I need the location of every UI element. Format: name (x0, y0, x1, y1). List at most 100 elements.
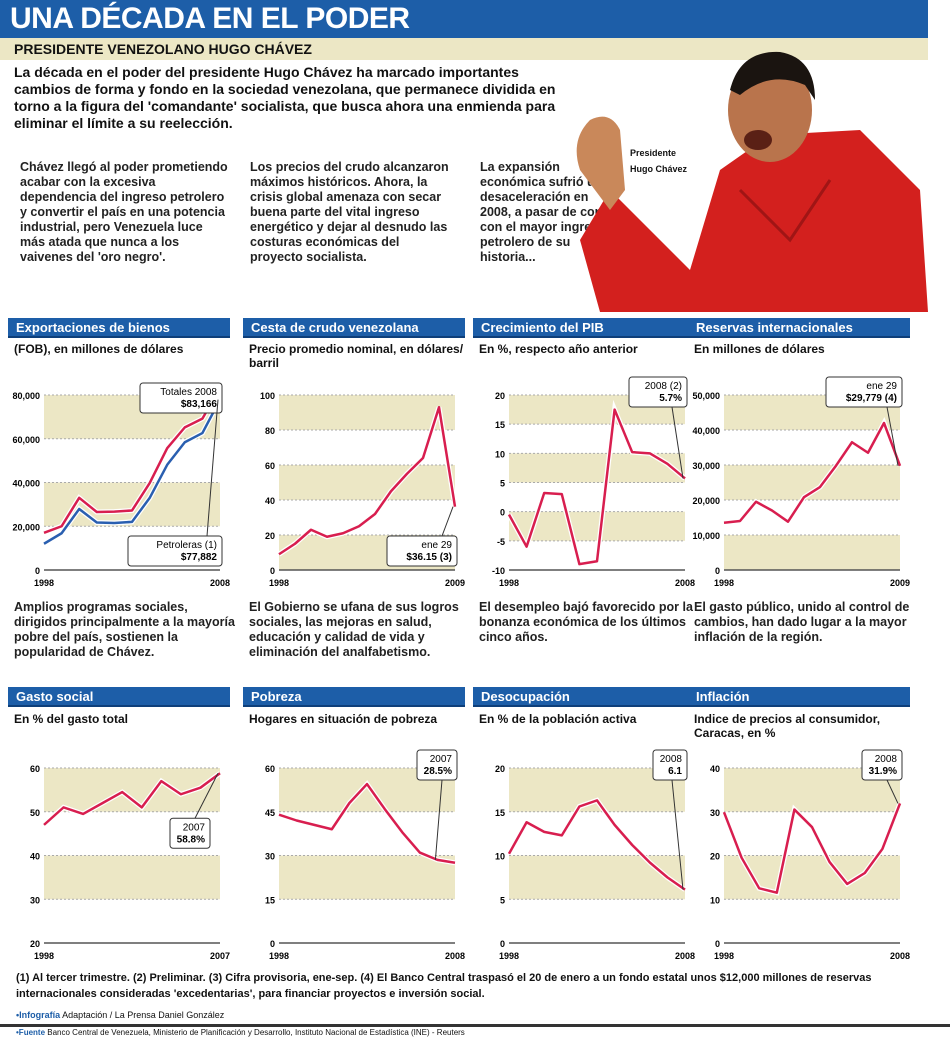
callout-box (169, 817, 211, 849)
photo-caption-2: Hugo Chávez (630, 164, 688, 174)
credit-text: Adaptación / La Prensa Daniel González (62, 1010, 225, 1020)
series-line (507, 799, 686, 891)
callout-box (127, 535, 223, 567)
chart-subtitle: (FOB), en millones de dólares (14, 342, 184, 356)
chart-title: Gasto social (8, 687, 230, 707)
x-tick-label: 2007 (210, 951, 230, 961)
callout-text: 31.9% (869, 766, 897, 777)
y-tick-label: 20,000 (692, 496, 720, 506)
y-tick-label: 0 (500, 508, 505, 518)
chart-description: El Gobierno se ufana de sus logros socia… (249, 600, 459, 659)
x-tick-label: 2008 (890, 951, 910, 961)
y-tick-label: 40,000 (12, 479, 40, 489)
y-tick-label: 10 (710, 895, 720, 905)
y-tick-label: 5 (500, 479, 505, 489)
grid-band (44, 855, 220, 900)
x-tick-label: 2008 (675, 951, 695, 961)
grid-band (279, 395, 455, 430)
grid-band (279, 855, 455, 900)
y-tick-label: 50 (30, 808, 40, 818)
callout-box (139, 382, 223, 414)
callout-leader (886, 779, 899, 804)
y-tick-label: 0 (715, 566, 720, 576)
x-tick-label: 2008 (445, 951, 465, 961)
callout-text: 2008 (660, 754, 683, 765)
page-title: UNA DÉCADA EN EL PODER (0, 0, 928, 38)
chart-subtitle: Indice de precios al consumidor, Caracas… (694, 712, 881, 740)
y-tick-label: -10 (492, 566, 505, 576)
y-tick-label: 5 (500, 895, 505, 905)
x-tick-label: 1998 (34, 951, 54, 961)
y-tick-label: 0 (715, 939, 720, 949)
y-tick-label: 15 (495, 808, 505, 818)
series-line (43, 387, 222, 534)
x-tick-label: 1998 (499, 578, 519, 588)
callout-text: 2007 (430, 754, 453, 765)
intro-text: La década en el poder del presidente Hug… (14, 64, 556, 131)
callout-text: $36.15 (3) (406, 552, 452, 563)
chart-title: Cesta de crudo venezolana (243, 318, 465, 338)
grid-band (279, 465, 455, 500)
y-tick-label: 0 (35, 566, 40, 576)
source: •Fuente Banco Central de Venezuela, Mini… (16, 1028, 465, 1037)
y-tick-label: 30 (710, 808, 720, 818)
series-line (278, 782, 456, 865)
x-tick-label: 1998 (714, 951, 734, 961)
x-tick-label: 2008 (210, 578, 230, 588)
y-tick-label: 0 (500, 939, 505, 949)
x-tick-label: 1998 (34, 578, 54, 588)
callout-text: $29,779 (4) (846, 393, 897, 404)
y-tick-label: 100 (260, 391, 275, 401)
y-tick-label: 45 (265, 808, 275, 818)
x-tick-label: 2008 (675, 578, 695, 588)
callout-leader (194, 773, 219, 819)
series-line (278, 406, 457, 556)
chavez-photo: Presidente Hugo Chávez (570, 40, 928, 312)
y-tick-label: 40 (30, 852, 40, 862)
column-text-1: Chávez llegó al poder prometiendo acabar… (20, 160, 228, 264)
callout-leader (671, 406, 684, 479)
line-chart: 0 20,000 40,000 60,000 80,000 1998 2008 Totales… (12, 382, 230, 588)
credit: •Infografía Adaptación / La Prensa Danie… (16, 1010, 224, 1020)
line-chart: 0 10,000 20,000 30,000 40,000 50,000 1998 2009 e… (692, 376, 910, 588)
callout-text: 2008 (2) (645, 381, 682, 392)
y-tick-label: 40 (265, 496, 275, 506)
callout-text: 5.7% (659, 393, 682, 404)
y-tick-label: 20 (30, 939, 40, 949)
callout-text: 28.5% (424, 766, 452, 777)
y-tick-label: 80 (265, 426, 275, 436)
x-tick-label: 1998 (269, 578, 289, 588)
grid-band (509, 855, 685, 900)
chart-title: Crecimiento del PIB (473, 318, 695, 338)
y-tick-label: 30,000 (692, 461, 720, 471)
chart-description: El gasto público, unido al control de ca… (694, 600, 910, 644)
y-tick-label: 15 (265, 895, 275, 905)
y-tick-label: 60,000 (12, 435, 40, 445)
callout-leader (671, 779, 684, 890)
y-tick-label: 80,000 (12, 391, 40, 401)
callout-box (652, 749, 688, 781)
callout-text: $77,882 (181, 552, 218, 563)
divider (0, 1024, 950, 1027)
y-tick-label: 0 (270, 566, 275, 576)
callout-leader (434, 779, 443, 860)
source-label: •Fuente (16, 1028, 46, 1037)
x-tick-label: 2009 (890, 578, 910, 588)
callout-box (861, 749, 903, 781)
y-tick-label: -5 (497, 537, 505, 547)
chart-title: Pobreza (243, 687, 465, 707)
page-subtitle: PRESIDENTE VENEZOLANO HUGO CHÁVEZ (0, 38, 928, 60)
callout-leader (886, 406, 899, 466)
callout-text: $83,166 (181, 399, 218, 410)
callout-box (386, 535, 458, 567)
line-chart: -10 -5 0 5 10 15 20 1998 2008 2008 (2)5.7% (492, 376, 695, 588)
y-tick-label: 60 (265, 461, 275, 471)
y-tick-label: 20,000 (12, 522, 40, 532)
callout-text: ene 29 (421, 540, 452, 551)
callout-text: ene 29 (866, 381, 897, 392)
y-tick-label: 40,000 (692, 426, 720, 436)
chart-description: Amplios programas sociales, dirigidos pr… (14, 600, 235, 659)
credit-label: •Infografía (16, 1010, 61, 1020)
